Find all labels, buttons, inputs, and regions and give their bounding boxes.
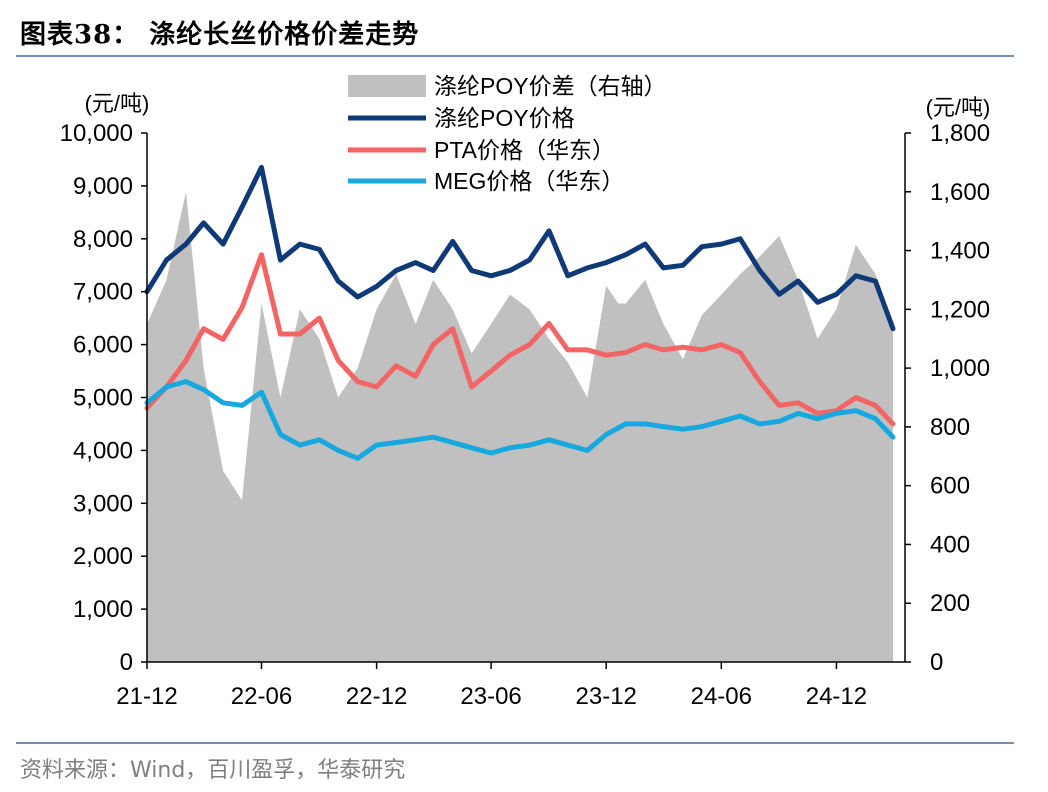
x-tick-label: 22-12	[346, 683, 407, 710]
right-tick-label: 1,800	[930, 120, 990, 147]
legend: 涤纶POY价差（右轴） 涤纶POY价格 PTA价格（华东） MEG价格（华东）	[348, 73, 667, 194]
x-tick-label: 22-06	[231, 683, 292, 710]
legend-label: PTA价格（华东）	[434, 137, 615, 163]
figure-title: 图表38： 涤纶长丝价格价差走势	[20, 20, 420, 50]
left-tick-label: 0	[120, 649, 133, 676]
axes-layer: 0 1,000 2,000 3,000 4,000 5,000 6,000 7,000 8,00…	[60, 91, 991, 710]
legend-label: MEG价格（华东）	[434, 168, 624, 194]
right-tick-label: 600	[930, 473, 970, 500]
left-tick-label: 9,000	[73, 173, 133, 200]
left-tick-label: 8,000	[73, 226, 133, 253]
left-tick-label: 2,000	[73, 543, 133, 570]
title-rule	[16, 55, 1014, 57]
right-tick-label: 1,000	[930, 355, 990, 382]
legend-swatch-spread	[348, 75, 426, 97]
right-tick-label: 800	[930, 414, 970, 441]
left-tick-label: 4,000	[73, 437, 133, 464]
x-tick-label: 21-12	[116, 683, 177, 710]
x-tick-label: 24-06	[691, 683, 752, 710]
price-lines-layer	[144, 164, 896, 461]
source-note: 资料来源：Wind，百川盈孚，华泰研究	[20, 758, 406, 783]
left-tick-label: 7,000	[73, 279, 133, 306]
right-tick-label: 400	[930, 531, 970, 558]
left-axis-unit: (元/吨)	[85, 91, 150, 116]
left-tick-label: 3,000	[73, 490, 133, 517]
legend-label: 涤纶POY价差（右轴）	[434, 73, 667, 99]
legend-label: 涤纶POY价格	[434, 105, 575, 131]
source-rule	[16, 742, 1014, 744]
left-tick-label: 1,000	[73, 596, 133, 623]
right-axis-unit: (元/吨)	[926, 95, 991, 120]
left-tick-label: 5,000	[73, 385, 133, 412]
x-tick-label: 23-06	[460, 683, 521, 710]
left-tick-label: 6,000	[73, 332, 133, 359]
series-line-poy	[144, 164, 896, 332]
x-tick-label: 24-12	[806, 683, 867, 710]
left-tick-label: 10,000	[60, 120, 133, 147]
right-tick-label: 1,400	[930, 238, 990, 265]
series-line-meg	[144, 379, 896, 461]
right-tick-label: 1,200	[930, 296, 990, 323]
right-tick-label: 0	[930, 649, 943, 676]
spread-area-layer	[147, 191, 893, 663]
right-tick-label: 200	[930, 590, 970, 617]
right-tick-label: 1,600	[930, 179, 990, 206]
series-line-pta	[144, 252, 896, 427]
series-area-spread	[147, 191, 893, 663]
x-tick-label: 23-12	[576, 683, 637, 710]
